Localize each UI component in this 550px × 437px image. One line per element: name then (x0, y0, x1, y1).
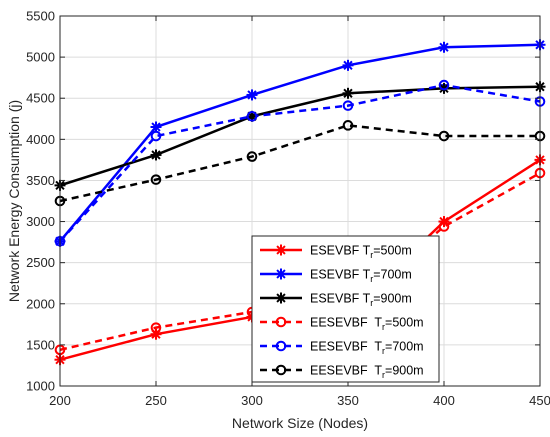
legend-entry-label: ESEVBF Tr=700m (310, 268, 412, 285)
legend-entry-label: EESEVBF Tr=900m (310, 364, 424, 381)
x-tick-label: 400 (433, 393, 455, 408)
series-line (59, 85, 541, 187)
star-marker (275, 268, 287, 280)
star-marker (275, 292, 287, 304)
y-tick-label: 4000 (26, 132, 55, 147)
circle-marker (438, 79, 450, 91)
y-tick-label: 1500 (26, 337, 55, 352)
legend-entry-label: ESEVBF Tr=900m (310, 292, 412, 309)
circle-marker (342, 100, 354, 111)
x-tick-label: 300 (241, 393, 263, 408)
axis-ticks: 200 250 300 350 400 450 1000 1500 2000 2500 3000 35… (26, 9, 550, 409)
legend-entry-label: EESEVBF Tr=700m (310, 340, 424, 357)
series-line (59, 124, 540, 203)
circle-marker (342, 120, 354, 131)
x-tick-label: 450 (529, 393, 550, 408)
star-marker (342, 87, 354, 99)
y-tick-label: 5500 (26, 9, 55, 24)
circle-marker (275, 340, 287, 352)
legend: ESEVBF Tr=500m ESEVBF Tr=700m ESEVBF Tr=90… (251, 235, 440, 383)
circle-marker (150, 130, 162, 142)
y-tick-label: 2500 (26, 255, 55, 270)
circle-marker (275, 364, 287, 376)
y-axis-label: Network Energy Consumption (j) (6, 100, 22, 302)
series-line (59, 43, 541, 243)
star-marker (275, 244, 287, 256)
x-tick-label: 350 (337, 393, 359, 408)
y-tick-label: 5000 (26, 50, 55, 65)
y-tick-label: 3500 (26, 173, 55, 188)
circle-marker (438, 221, 450, 232)
circle-marker (150, 322, 162, 333)
star-marker (438, 41, 450, 53)
circle-marker (438, 130, 450, 142)
circle-marker (150, 174, 162, 185)
star-marker (342, 59, 354, 71)
circle-marker (246, 151, 258, 162)
star-marker (150, 121, 162, 133)
legend-entry-label: ESEVBF Tr=500m (310, 244, 412, 261)
y-tick-label: 3000 (26, 214, 55, 229)
circle-marker (275, 316, 287, 328)
x-tick-label: 250 (145, 393, 167, 408)
plot-frame (59, 15, 541, 387)
x-tick-label: 200 (49, 393, 71, 408)
circle-marker (246, 111, 258, 122)
y-tick-label: 2000 (26, 296, 55, 311)
y-tick-label: 4500 (26, 91, 55, 106)
x-axis-label: Network Size (Nodes) (232, 415, 368, 431)
legend-box (251, 235, 440, 383)
series-line (59, 83, 541, 243)
legend-entry-label: EESEVBF Tr=500m (310, 316, 424, 333)
star-marker (150, 149, 162, 161)
star-marker (246, 89, 258, 101)
y-tick-label: 1000 (26, 379, 55, 394)
